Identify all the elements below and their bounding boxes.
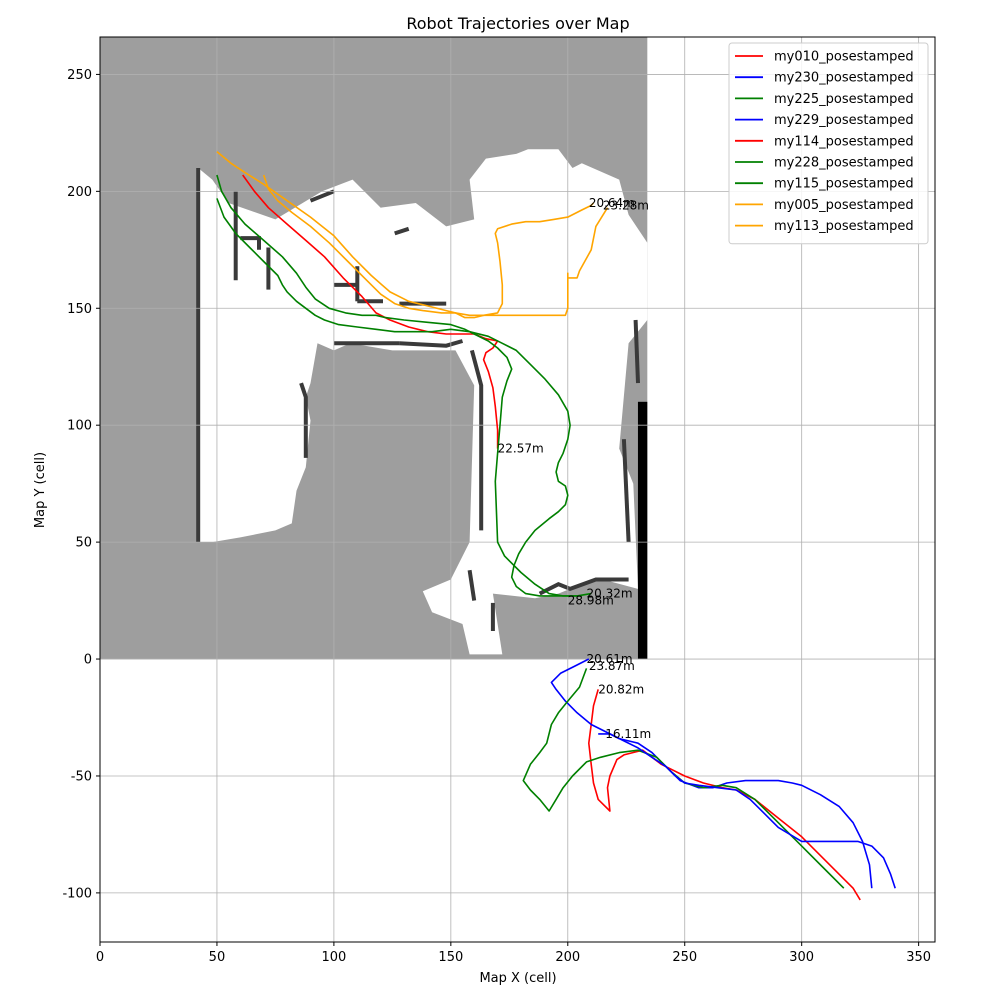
series-my229_posestamped <box>598 733 896 889</box>
series-my115_posestamped <box>216 198 592 597</box>
y-axis-label: Map Y (cell) <box>33 452 48 528</box>
legend-entry: my229_posestamped <box>774 113 914 128</box>
chart-title: Robot Trajectories over Map <box>406 14 629 33</box>
y-tick-label: 250 <box>67 68 92 83</box>
map-wall <box>399 339 464 348</box>
distance-label: 20.82m <box>598 682 644 696</box>
y-tick-label: 100 <box>67 419 92 434</box>
map-wall <box>633 319 640 384</box>
map-wall <box>469 349 484 531</box>
x-tick-label: 150 <box>438 950 463 965</box>
legend-entry: my010_posestamped <box>774 50 914 65</box>
x-tick-label: 350 <box>906 950 931 965</box>
series-my225_posestamped <box>522 668 845 889</box>
distance-label: 20.32m <box>586 587 632 601</box>
y-tick-label: -100 <box>62 886 92 901</box>
series-my230_posestamped <box>550 658 873 889</box>
map-wall <box>240 236 261 250</box>
legend-entry: my225_posestamped <box>774 92 914 107</box>
map-wall <box>467 569 477 601</box>
distance-label: 23.28m <box>603 198 649 212</box>
y-tick-label: 150 <box>67 302 92 317</box>
tick-layer: 0 50 100 150 200 250 300 350 -100 -50 0 50 100 150 200… <box>62 68 931 965</box>
distance-label: 16.11m <box>605 727 651 741</box>
x-axis-label: Map X (cell) <box>479 971 556 986</box>
distance-label: 20.61m <box>586 652 632 666</box>
map-black-bar <box>637 401 648 660</box>
legend-entry: my114_posestamped <box>774 134 914 149</box>
legend: my010_posestamped my230_posestamped my225_… <box>728 42 929 245</box>
x-tick-label: 0 <box>96 950 104 965</box>
series-my114_posestamped <box>242 174 499 449</box>
legend-box <box>728 42 929 245</box>
map-wall <box>621 439 631 543</box>
series-layer <box>216 150 896 901</box>
series-my113_posestamped <box>262 174 595 317</box>
map-wall <box>394 226 410 236</box>
legend-entry: my115_posestamped <box>774 177 914 192</box>
y-tick-label: 0 <box>84 653 92 668</box>
map-layer <box>100 37 648 660</box>
distance-label: 28.98m <box>568 594 614 608</box>
y-tick-label: -50 <box>71 769 92 784</box>
map-wall <box>309 189 335 203</box>
distance-label: 20.64m <box>589 196 635 210</box>
distance-label: 23.87m <box>589 659 635 673</box>
map-wall <box>299 382 308 458</box>
x-tick-label: 200 <box>555 950 580 965</box>
legend-entry: my228_posestamped <box>774 156 914 171</box>
y-tick-label: 200 <box>67 185 92 200</box>
x-tick-label: 50 <box>209 950 226 965</box>
distance-label: 22.57m <box>498 442 544 456</box>
plot-frame <box>99 36 936 943</box>
y-tick-label: 50 <box>75 536 92 551</box>
x-tick-label: 250 <box>672 950 697 965</box>
map-free-region <box>198 149 648 655</box>
map-wall <box>538 577 629 596</box>
legend-entry: my113_posestamped <box>774 219 914 234</box>
x-tick-label: 300 <box>789 950 814 965</box>
legend-entry: my230_posestamped <box>774 71 914 86</box>
x-tick-label: 100 <box>321 950 346 965</box>
legend-entry: my005_posestamped <box>774 198 914 213</box>
